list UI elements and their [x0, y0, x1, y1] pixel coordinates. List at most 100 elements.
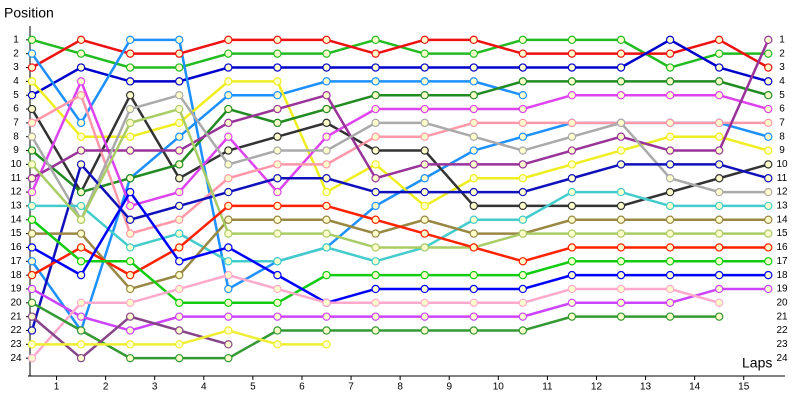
point — [420, 49, 429, 58]
point — [616, 270, 626, 280]
point — [27, 35, 37, 45]
point — [714, 243, 724, 252]
point — [322, 132, 331, 141]
point — [420, 90, 429, 100]
point — [371, 270, 380, 280]
point — [224, 284, 233, 294]
point — [27, 201, 37, 211]
point — [224, 340, 233, 349]
point — [322, 63, 331, 72]
point — [322, 104, 331, 114]
point — [76, 340, 86, 349]
point — [273, 174, 282, 183]
point — [27, 104, 37, 114]
point — [616, 49, 626, 58]
point — [76, 146, 86, 155]
y-tick-label-right: 9 — [779, 145, 785, 156]
point — [665, 146, 675, 155]
point — [714, 77, 724, 86]
point — [27, 270, 37, 280]
point — [175, 257, 184, 266]
point — [125, 298, 135, 307]
point — [518, 187, 528, 197]
point — [27, 132, 37, 141]
point — [27, 49, 37, 58]
point — [273, 49, 282, 58]
point — [125, 201, 135, 211]
point — [27, 284, 37, 294]
point — [76, 201, 86, 211]
point — [125, 35, 135, 45]
point — [518, 77, 528, 86]
point — [665, 312, 675, 321]
point — [273, 35, 282, 45]
y-tick-label-right: 6 — [779, 104, 785, 115]
point — [175, 284, 184, 294]
series-line — [31, 39, 770, 180]
point — [224, 160, 233, 169]
point — [371, 77, 380, 86]
point — [27, 146, 37, 155]
point — [175, 160, 184, 169]
point — [420, 35, 429, 45]
series-line — [31, 204, 769, 277]
point — [27, 243, 37, 252]
point — [371, 90, 380, 100]
y-tick-label: 9 — [13, 145, 19, 156]
y-tick-label: 2 — [13, 48, 19, 59]
x-tick-label: 4 — [201, 382, 207, 393]
point — [764, 77, 773, 86]
point — [518, 229, 528, 238]
y-tick-label: 19 — [10, 284, 22, 295]
point — [665, 63, 675, 72]
point — [764, 257, 773, 266]
point — [567, 77, 577, 86]
point — [175, 132, 184, 141]
point — [27, 77, 37, 86]
point — [273, 90, 282, 100]
point — [125, 215, 135, 224]
point — [420, 312, 429, 321]
point — [469, 63, 478, 72]
point — [469, 49, 478, 58]
point — [125, 174, 135, 183]
point — [616, 284, 626, 294]
point — [518, 132, 528, 141]
x-tick-label: 11 — [542, 382, 553, 393]
point — [322, 326, 331, 335]
point — [125, 187, 135, 197]
point — [371, 63, 380, 72]
point — [518, 63, 528, 72]
point — [567, 160, 577, 169]
point — [27, 298, 37, 307]
point — [567, 298, 577, 307]
x-tick-label: 3 — [152, 382, 158, 393]
point — [224, 298, 233, 307]
point — [567, 201, 577, 211]
series-line — [30, 93, 769, 222]
point — [616, 215, 626, 224]
y-tick-label: 13 — [10, 201, 22, 212]
point — [224, 257, 233, 266]
x-tick-label: 8 — [397, 382, 403, 393]
point — [224, 49, 233, 58]
point — [616, 63, 626, 72]
point — [420, 160, 429, 169]
point — [322, 146, 331, 155]
point — [567, 284, 577, 294]
y-tick-label-right: 5 — [779, 90, 785, 101]
point — [27, 229, 37, 238]
point — [714, 49, 724, 58]
point — [175, 187, 184, 197]
point — [714, 270, 724, 280]
point — [764, 243, 773, 252]
point — [27, 312, 37, 321]
point — [764, 90, 773, 100]
point — [371, 326, 380, 335]
point — [322, 90, 331, 100]
point — [764, 187, 773, 197]
point — [469, 284, 478, 294]
point — [224, 326, 233, 335]
y-tick-label-right: 14 — [776, 214, 788, 225]
